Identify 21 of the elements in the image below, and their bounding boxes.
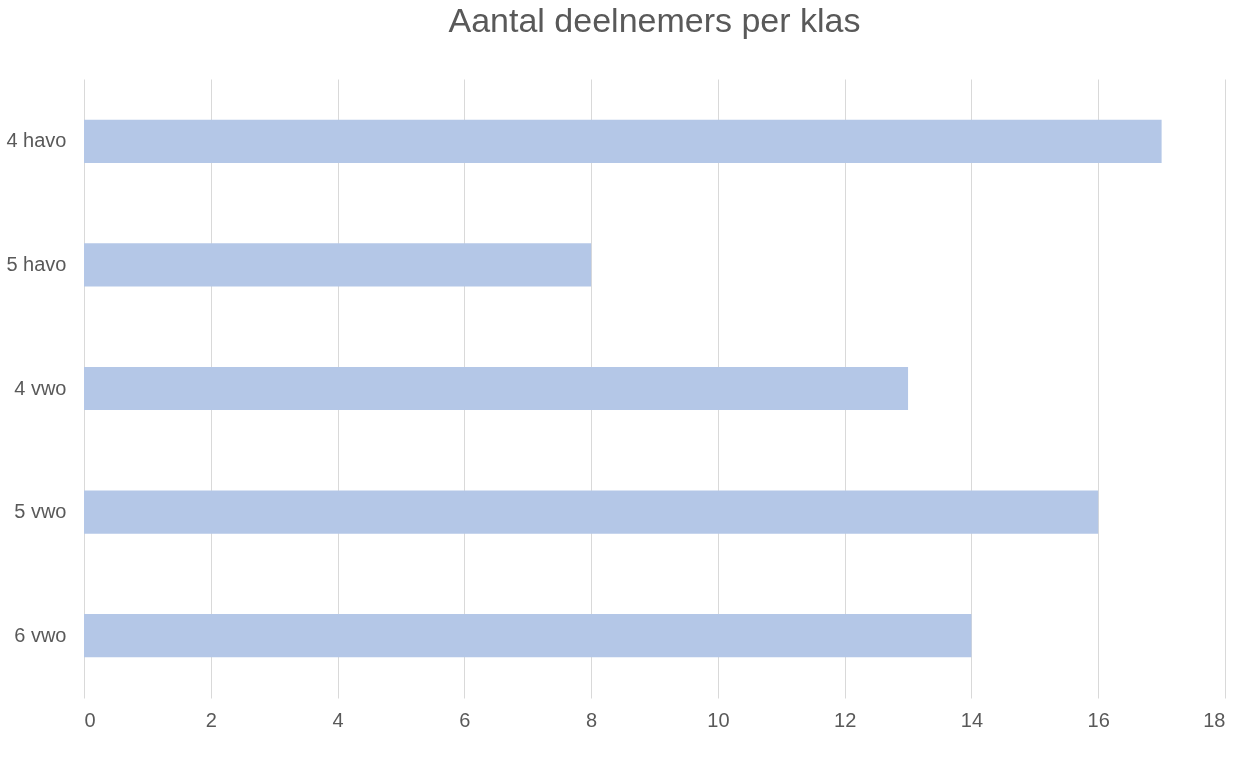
x-tick-label: 10 — [707, 708, 730, 731]
y-tick-label: 5 vwo — [14, 500, 67, 523]
bar — [84, 366, 909, 411]
y-tick-label: 6 vwo — [14, 623, 67, 646]
y-tick-label: 4 havo — [6, 129, 67, 152]
x-tick-label: 16 — [1087, 708, 1110, 731]
x-tick-label: 18 — [1203, 708, 1226, 731]
bar — [84, 243, 592, 287]
bar — [84, 119, 1162, 164]
x-tick-label: 8 — [586, 708, 598, 731]
y-tick-label: 5 havo — [6, 252, 67, 275]
x-tick-label: 0 — [84, 708, 96, 731]
bar — [84, 490, 1099, 534]
x-tick-label: 12 — [834, 708, 857, 731]
bar — [84, 613, 972, 658]
x-tick-label: 4 — [332, 708, 344, 731]
x-tick-label: 6 — [459, 708, 471, 731]
x-tick-label: 14 — [960, 708, 984, 731]
chart-title: Aantal deelnemers per klas — [448, 1, 861, 39]
x-tick-label: 2 — [205, 708, 217, 731]
y-tick-label: 4 vwo — [14, 376, 67, 399]
